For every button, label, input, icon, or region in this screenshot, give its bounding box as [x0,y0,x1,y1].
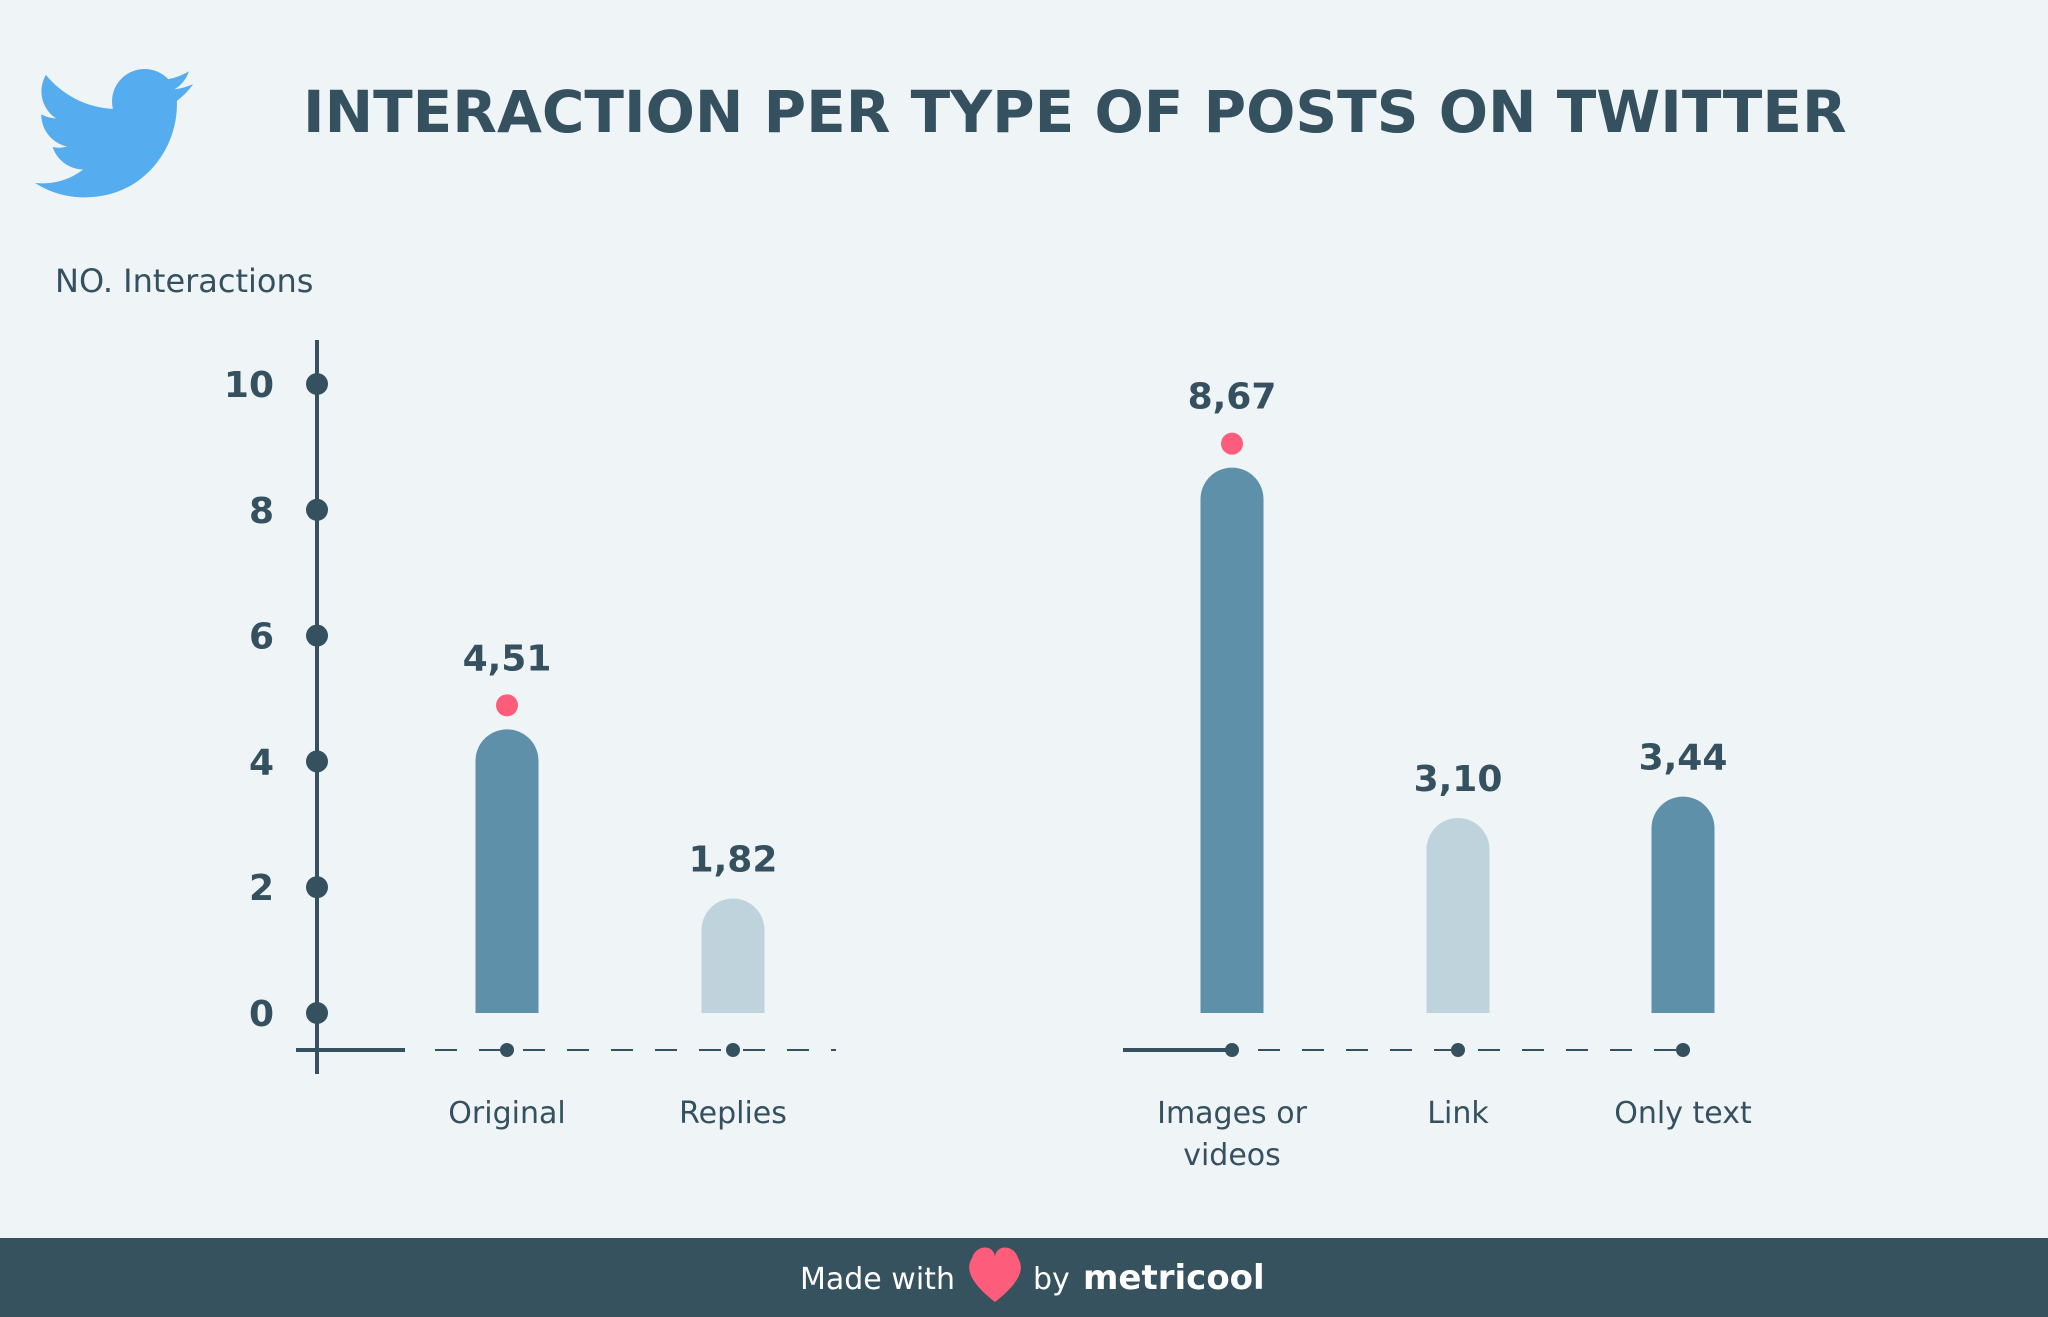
x-category-label: Link [1427,1096,1489,1131]
y-tick-label: 8 [249,491,274,532]
x-category-label: Original [448,1096,565,1131]
bar [1426,818,1490,1013]
bar [701,898,765,1013]
bar [1651,796,1715,1013]
footer-by: by [1033,1262,1070,1297]
x-tick-dot [1676,1043,1690,1057]
x-tick-dot [1225,1043,1239,1057]
x-category-label: Images or [1157,1096,1307,1131]
y-tick-dot [306,1002,328,1024]
x-category-label: Replies [679,1096,787,1131]
data-label: 8,67 [1188,377,1277,418]
y-tick-label: 6 [249,617,274,658]
data-label: 4,51 [463,638,552,679]
x-tick-dot [500,1043,514,1057]
x-category-label: Only text [1614,1096,1752,1131]
bar [1200,467,1264,1013]
y-tick-dot [306,498,328,521]
heart-icon [969,1247,1021,1302]
y-tick-dot [306,876,328,899]
y-tick-label: 4 [249,742,274,783]
x-category-label: videos [1183,1138,1281,1173]
y-axis-label: NO. Interactions [55,262,313,300]
x-tick-dot [726,1043,740,1057]
footer-bar [0,1238,2048,1317]
data-label: 1,82 [689,840,778,881]
highlight-dot [496,694,518,717]
footer-brand-logo: metricool [1083,1258,1265,1298]
y-tick-label: 10 [224,365,274,406]
y-tick-dot [306,750,328,773]
data-label: 3,44 [1639,738,1728,779]
y-tick-label: 0 [249,994,274,1035]
highlight-dot [1221,432,1243,455]
twitter-bird-icon [34,68,194,198]
y-tick-dot [306,373,328,395]
y-tick-dot [306,624,328,647]
bar [475,729,539,1013]
y-tick-label: 2 [249,868,274,909]
footer-made-with: Made with [800,1262,955,1297]
data-label: 3,10 [1414,759,1503,800]
chart-title: INTERACTION PER TYPE OF POSTS ON TWITTER [303,78,1847,146]
x-tick-dot [1451,1043,1465,1057]
